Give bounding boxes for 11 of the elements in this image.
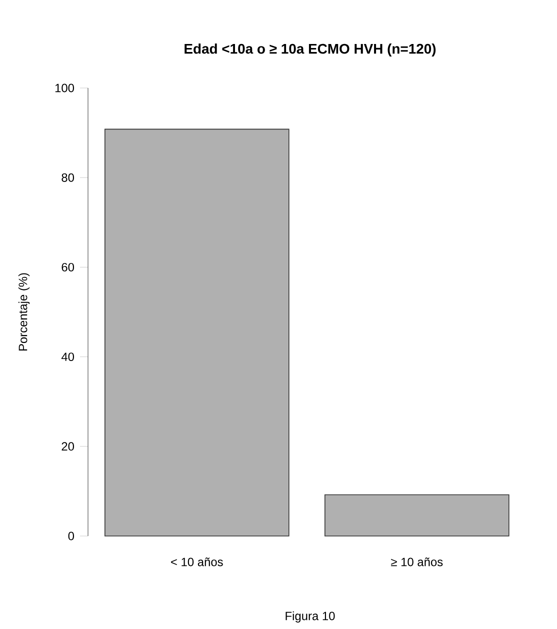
y-axis-title: Porcentaje (%) <box>18 273 30 351</box>
text: Figura 10 <box>286 611 335 623</box>
y-tick-label: 0 <box>68 532 74 540</box>
y-tick-label: 100 <box>55 84 74 92</box>
x-tick-label: ≥ 10 años <box>391 558 443 566</box>
y-tick-label: 20 <box>62 442 74 451</box>
y-tick-label: 80 <box>62 173 74 182</box>
chart-title: Edad <10a o ≥ 10a ECMO HVH (n=120) <box>184 43 436 56</box>
x-tick-label: < 10 años <box>171 558 223 566</box>
y-tick-label: 60 <box>62 262 74 272</box>
y-tick-label: 40 <box>61 352 74 362</box>
